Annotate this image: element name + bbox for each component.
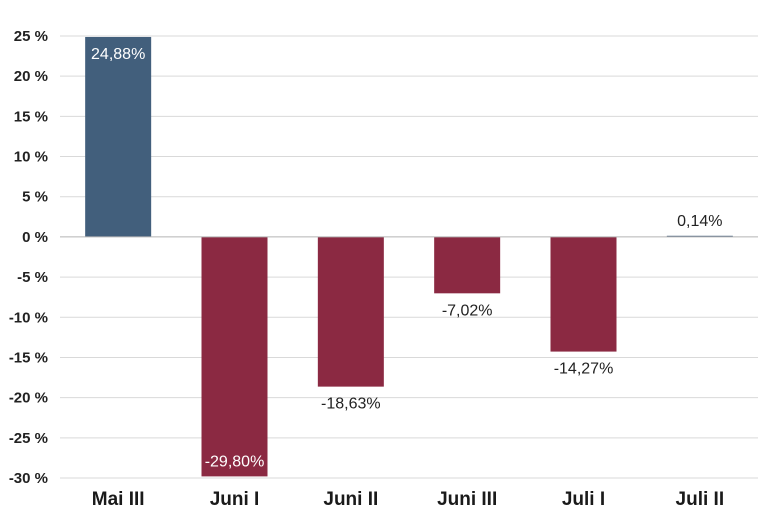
- y-axis-ticks: 25 % 20 % 15 % 10 % 5 % 0 % -5 % -10 % -15 % -20 …: [9, 28, 48, 487]
- bar: [201, 236, 268, 477]
- bar: [666, 235, 733, 237]
- bars: [85, 36, 733, 477]
- y-tick-label: 0 %: [22, 229, 48, 246]
- category-label: Juli II: [676, 489, 725, 510]
- y-tick-label: 5 %: [22, 189, 48, 206]
- y-tick-label: 15 %: [14, 108, 48, 125]
- data-label: -7,02%: [442, 302, 493, 319]
- y-tick-label: -25 %: [9, 430, 48, 447]
- y-tick-label: -5 %: [17, 269, 48, 286]
- category-label: Mai III: [92, 489, 145, 510]
- y-tick-label: -10 %: [9, 309, 48, 326]
- y-tick-label: 20 %: [14, 68, 48, 85]
- data-labels: 24,88% -29,80% -18,63% -7,02% -14,27% 0,14%: [91, 46, 722, 470]
- y-tick-label: -20 %: [9, 390, 48, 407]
- bar: [434, 236, 501, 294]
- x-axis-categories: Mai III Juni I Juni II Juni III Juli I Juli I…: [92, 489, 724, 510]
- y-tick-label: 10 %: [14, 149, 48, 166]
- y-tick-label: 25 %: [14, 28, 48, 45]
- grid-lines: [60, 35, 758, 479]
- category-label: Juli I: [562, 489, 605, 510]
- data-label: -18,63%: [321, 396, 381, 413]
- category-label: Juni III: [437, 489, 497, 510]
- category-label: Juni I: [210, 489, 260, 510]
- data-label: 24,88%: [91, 46, 145, 63]
- data-label: 0,14%: [677, 213, 722, 230]
- category-label: Juni II: [323, 489, 378, 510]
- bar: [85, 36, 152, 237]
- bar: [317, 236, 384, 387]
- bar: [550, 236, 617, 352]
- data-label: -14,27%: [554, 361, 614, 378]
- y-tick-label: -30 %: [9, 470, 48, 487]
- y-tick-label: -15 %: [9, 349, 48, 366]
- data-label: -29,80%: [205, 453, 265, 470]
